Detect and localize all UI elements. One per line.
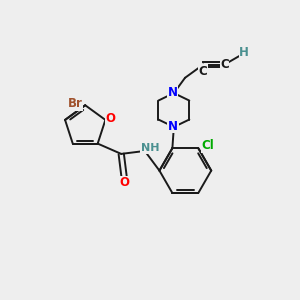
Text: N: N [168,120,178,133]
Text: N: N [167,86,177,99]
Text: O: O [119,176,129,189]
Text: O: O [106,112,116,125]
Text: C: C [198,64,207,77]
Text: NH: NH [141,143,159,153]
Text: Br: Br [68,97,82,110]
Text: C: C [220,58,229,71]
Text: Cl: Cl [201,139,214,152]
Text: H: H [239,46,249,59]
